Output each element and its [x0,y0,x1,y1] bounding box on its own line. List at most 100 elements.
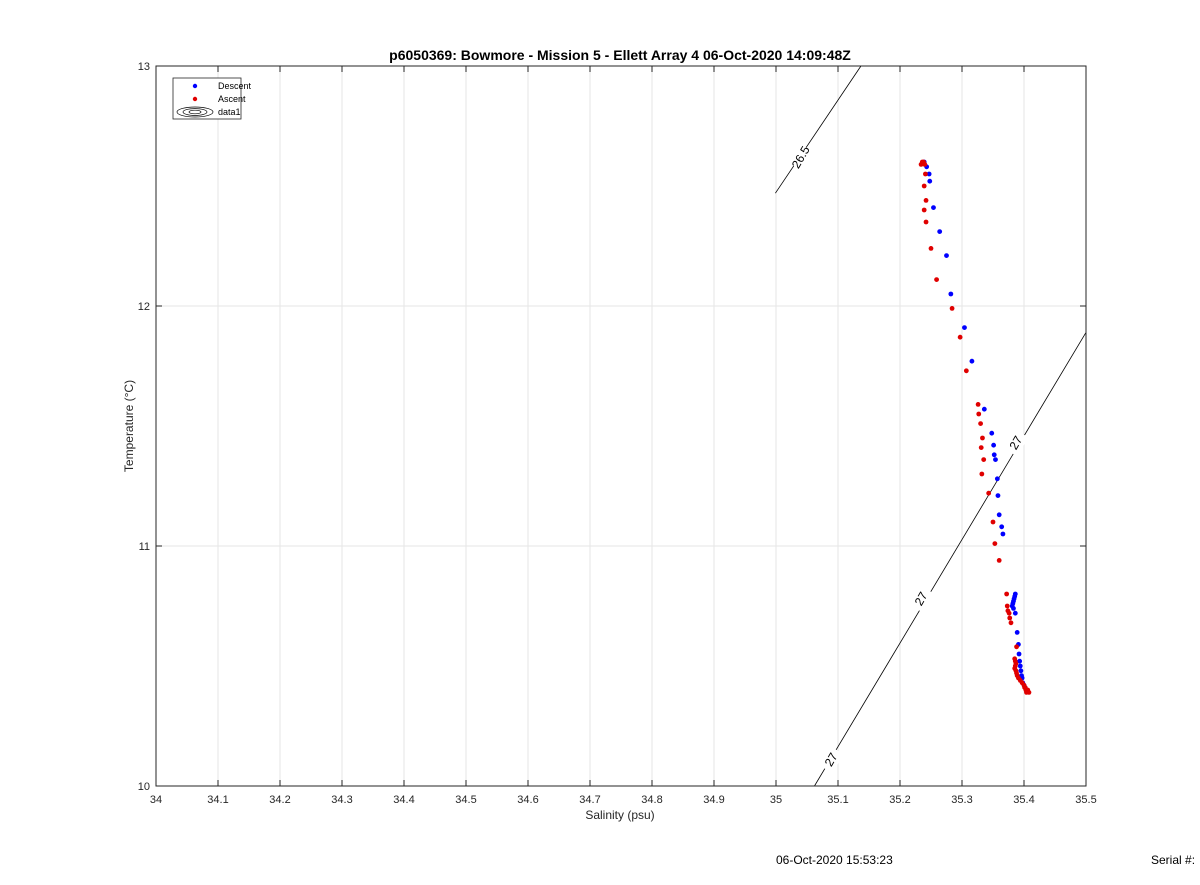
ascent-point [1008,620,1014,626]
descent-point [1018,668,1024,674]
descent-point [1016,651,1022,657]
contour-label-bg [788,143,814,171]
y-axis-label: Temperature (°C) [122,380,136,472]
ascent-point [1006,610,1012,616]
x-tick-label: 35.1 [827,794,848,806]
contour-label: 27 [1007,433,1026,452]
y-tick-label: 12 [138,301,150,313]
x-tick-label: 34.4 [393,794,414,806]
ascent-point [1007,615,1013,621]
x-tick-label: 34.9 [703,794,724,806]
y-tick-label: 13 [138,61,150,73]
x-tick-label: 34.6 [517,794,538,806]
legend-marker [192,96,198,102]
contour-label-bg [908,585,934,613]
descent-point [948,291,954,297]
descent-point [995,493,1001,498]
ascent-point [923,219,929,225]
descent-point [927,178,933,184]
ascent-point [1004,603,1010,609]
x-tick-label: 34.2 [269,794,290,806]
ascent-point [963,368,969,374]
ascent-point [923,171,928,177]
x-tick-label: 35.4 [1013,794,1034,806]
legend-marker [192,83,198,89]
legend-label: data1 [218,107,241,117]
x-tick-label: 35.2 [889,794,910,806]
contour-label-bg [1003,429,1029,457]
descent-point [1014,630,1020,635]
descent-point [969,358,975,364]
contour-label-bg [818,746,844,774]
data-points [918,159,1032,695]
ascent-point [976,411,982,417]
ascent-point [928,246,934,251]
legend-contour-icon [188,109,202,115]
ascent-point [1014,644,1019,650]
ascent-point [981,457,987,462]
ascent-point [957,334,963,340]
y-tick-label: 11 [139,541,150,553]
chart-title: p6050369: Bowmore - Mission 5 - Ellett A… [389,47,851,63]
descent-point [991,442,997,448]
descent-point [991,452,997,458]
legend-label: Ascent [218,94,246,104]
axes-box [155,65,1087,787]
contour-label: 27 [912,589,931,608]
legend-contour-icon [182,108,208,116]
descent-point [1017,658,1023,664]
descent-point [989,430,995,436]
y-tick-label: 10 [138,781,150,793]
descent-point [1012,610,1018,616]
descent-point [981,406,987,412]
x-tick-label: 35 [770,794,782,806]
ascent-point [1004,591,1010,597]
ascent-point [922,162,928,167]
ascent-point [996,558,1002,563]
ascent-point [986,490,992,496]
ascent-point [921,183,927,189]
descent-point [962,325,967,330]
axis-ticks: 34 34.1 34.2 34.3 34.4 34.5 34.6 34.7 34.8 34.9 35… [138,61,1097,806]
x-tick-label: 35.3 [951,794,972,806]
descent-point [994,476,1000,482]
descent-point [931,205,936,211]
descent-point [937,229,943,235]
grid [156,66,1086,786]
ascent-point [921,207,927,213]
x-tick-label: 35.5 [1075,794,1096,806]
ascent-point [1024,690,1029,695]
x-tick-label: 34.7 [579,794,600,806]
footer-serial-label: Serial #: [1151,853,1196,867]
descent-point [993,457,998,462]
ascent-point [978,421,983,426]
ascent-point [934,277,939,282]
x-tick-label: 34.5 [455,794,476,806]
x-tick-label: 34.3 [331,794,352,806]
contour-label: 27 [822,750,841,769]
contour-line [775,65,862,194]
descent-point [999,524,1005,530]
descent-point [1011,606,1016,611]
descent-point [926,171,932,177]
ascent-point [975,402,981,407]
ascent-point [979,471,985,477]
ascent-point [949,306,955,311]
descent-point [1000,531,1006,537]
descent-point [1017,663,1023,669]
x-tick-label: 34.8 [641,794,662,806]
legend: Descent Ascent data1 [172,77,252,120]
descent-point [944,253,949,258]
contour-line [814,332,1087,787]
ascent-point [992,541,998,546]
x-tick-label: 34 [150,794,162,806]
legend-contour-icon [176,106,214,118]
ascent-point [923,198,929,203]
ascent-point [990,519,996,525]
footer-timestamp: 06-Oct-2020 15:53:23 [776,853,893,867]
ascent-point [1022,685,1028,690]
x-tick-label: 34.1 [207,794,228,806]
descent-point [996,512,1002,518]
legend-label: Descent [218,81,252,91]
